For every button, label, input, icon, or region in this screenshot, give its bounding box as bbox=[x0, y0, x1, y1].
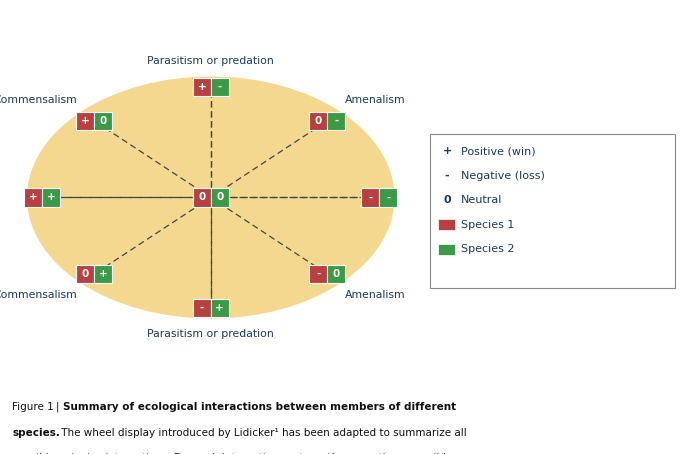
Text: -: - bbox=[334, 116, 339, 126]
FancyBboxPatch shape bbox=[310, 265, 328, 283]
Text: Amenalism: Amenalism bbox=[345, 95, 405, 105]
Text: Positive (win): Positive (win) bbox=[461, 146, 536, 156]
Text: Negative (loss): Negative (loss) bbox=[461, 171, 545, 181]
Text: -: - bbox=[218, 82, 222, 92]
Text: +: + bbox=[81, 116, 90, 126]
Text: 0: 0 bbox=[314, 116, 322, 126]
Text: Commensalism: Commensalism bbox=[0, 95, 77, 105]
Text: -: - bbox=[386, 192, 390, 202]
FancyBboxPatch shape bbox=[211, 188, 229, 207]
FancyBboxPatch shape bbox=[438, 243, 455, 255]
Text: Summary of ecological interactions between members of different: Summary of ecological interactions betwe… bbox=[63, 402, 456, 412]
Text: species.: species. bbox=[12, 428, 60, 438]
Text: Neutral: Neutral bbox=[461, 195, 502, 205]
Text: Figure 1 |: Figure 1 | bbox=[12, 402, 62, 412]
FancyBboxPatch shape bbox=[193, 188, 211, 207]
FancyBboxPatch shape bbox=[328, 112, 346, 130]
Text: +: + bbox=[198, 82, 206, 92]
Text: +: + bbox=[216, 303, 224, 313]
FancyBboxPatch shape bbox=[76, 112, 94, 130]
Text: Amenalism: Amenalism bbox=[345, 290, 405, 300]
FancyBboxPatch shape bbox=[328, 265, 346, 283]
FancyBboxPatch shape bbox=[94, 112, 112, 130]
Text: 0: 0 bbox=[443, 195, 451, 205]
Text: -: - bbox=[200, 303, 204, 313]
Text: Species 2: Species 2 bbox=[461, 244, 514, 254]
FancyBboxPatch shape bbox=[310, 112, 328, 130]
FancyBboxPatch shape bbox=[361, 188, 379, 207]
Text: +: + bbox=[29, 192, 38, 202]
Text: possible pairwise interactions. For each interaction partner, there are three po: possible pairwise interactions. For each… bbox=[12, 453, 453, 454]
Text: -: - bbox=[316, 269, 321, 279]
FancyBboxPatch shape bbox=[42, 188, 60, 207]
Text: Parasitism or predation: Parasitism or predation bbox=[147, 329, 274, 339]
FancyBboxPatch shape bbox=[430, 134, 675, 288]
Circle shape bbox=[28, 77, 394, 318]
FancyBboxPatch shape bbox=[193, 299, 211, 317]
FancyBboxPatch shape bbox=[379, 188, 397, 207]
Text: 0: 0 bbox=[100, 116, 107, 126]
Text: The wheel display introduced by Lidicker¹ has been adapted to summarize all: The wheel display introduced by Lidicker… bbox=[56, 428, 466, 438]
FancyBboxPatch shape bbox=[211, 299, 229, 317]
FancyBboxPatch shape bbox=[211, 78, 229, 96]
Text: Commensalism: Commensalism bbox=[0, 290, 77, 300]
Text: -: - bbox=[445, 171, 449, 181]
Text: 0: 0 bbox=[198, 192, 205, 202]
Text: 0: 0 bbox=[332, 269, 340, 279]
FancyBboxPatch shape bbox=[76, 265, 94, 283]
Text: 0: 0 bbox=[82, 269, 89, 279]
Text: +: + bbox=[99, 269, 108, 279]
FancyBboxPatch shape bbox=[438, 219, 455, 230]
Text: Parasitism or predation: Parasitism or predation bbox=[147, 56, 274, 66]
FancyBboxPatch shape bbox=[94, 265, 112, 283]
Text: 0: 0 bbox=[216, 192, 223, 202]
Text: Species 1: Species 1 bbox=[461, 220, 514, 230]
FancyBboxPatch shape bbox=[24, 188, 42, 207]
Text: Competition: Competition bbox=[431, 192, 498, 202]
Text: +: + bbox=[442, 146, 452, 156]
Text: -: - bbox=[368, 192, 372, 202]
Text: +: + bbox=[47, 192, 56, 202]
FancyBboxPatch shape bbox=[193, 78, 211, 96]
